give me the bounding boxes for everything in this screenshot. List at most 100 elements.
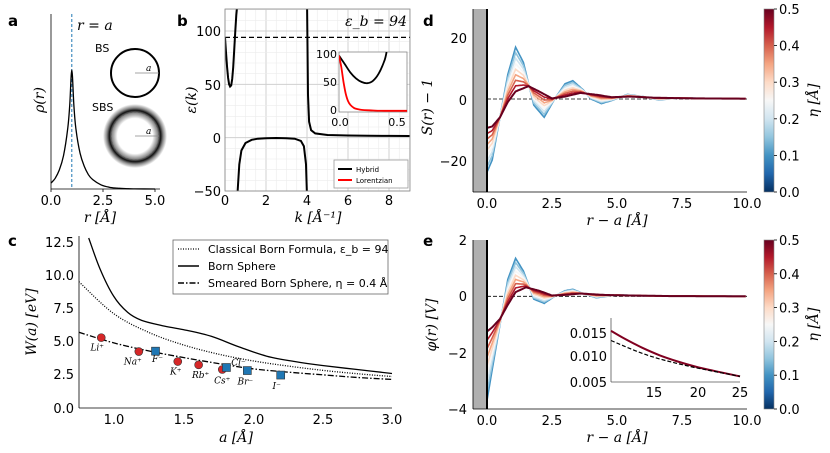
d-x-tick: 10.0 [733,197,762,212]
b-hybrid-line [306,9,410,137]
e-y-tick: 0 [459,290,467,305]
legend-label-born: Born Sphere [208,260,276,273]
legend-label-smeared: Smeared Born Sphere, η = 0.4 Å [208,277,388,290]
b-hline-label: ε_b = 94 [345,14,407,30]
c-point-label: Rb⁺ [191,371,210,381]
c-y-tick: 7.5 [53,302,74,317]
b-inset-lorentzian-line [339,55,407,112]
d-colorbar: 0.0 0.1 0.2 0.3 0.4 0.5 η [Å] [763,3,822,201]
e-y-tick: 2 [459,234,467,249]
c-ylabel: W(a) [eV] [24,288,40,356]
b-inset-hybrid-line [339,52,388,85]
d-x-tick: 5.0 [607,197,628,212]
e-colorbar: 0.0 0.1 0.2 0.3 0.4 0.5 η [Å] [763,234,822,418]
c-y-tick: 0.0 [53,402,74,417]
b-inset-y-tick: 50 [323,76,337,89]
c-x-tick: 2.5 [313,413,334,428]
a-x-tick: 0.0 [41,194,62,209]
legend-label-classical: Classical Born Formula, ε_b = 94 [208,243,389,256]
panel-label-d: d [423,12,434,30]
a-ylabel: ρ(r) [32,87,48,114]
e-plot-curve-eta [486,282,746,350]
e-cbar-tick: 0.5 [779,234,800,249]
c-x-tick: 1.0 [104,413,125,428]
c-point-label: Li⁺ [89,344,104,354]
e-inset-y-tick: 0.005 [570,376,607,391]
b-y-tick: 100 [196,25,221,40]
panel-a: a 0.0 2.5 5.0 r [Å] ρ(r) r = a BS SBS a … [8,12,167,226]
c-point-anion [243,366,252,375]
c-x-tick: 2.0 [244,413,265,428]
e-plot-wall [473,240,487,409]
e-cbar-tick: 0.0 [779,403,800,418]
c-point-label: I⁻ [272,382,282,392]
c-point-anion [151,346,160,356]
e-inset-y-tick: 0.015 [570,327,607,342]
d-cbar-bar [763,8,775,193]
e-plot-curve-eta [486,286,746,333]
d-plot-curve-eta [486,56,746,162]
legend-label-lorentzian: Lorentzian [356,177,393,185]
b-x-tick: 6 [344,194,352,209]
panel-label-e: e [423,232,433,250]
b-y-tick: 50 [204,79,221,94]
d-cbar-tick: 0.4 [779,40,800,55]
c-point-label: Br⁻ [236,378,253,388]
e-cbar-tick: 0.4 [779,268,800,283]
a-density-line [50,69,156,190]
c-x-tick: 1.5 [174,413,195,428]
d-cbar-tick: 0.0 [779,186,800,201]
e-inset-y-tick: 0.010 [570,350,607,365]
d-plot-curve-eta [486,84,746,135]
d-plot-curve-eta [486,79,746,140]
c-y-tick: 10.0 [45,269,74,284]
c-point-cation [194,360,203,370]
panel-label-c: c [8,232,17,250]
e-x-tick: 7.5 [672,414,693,429]
c-point-cation [96,333,106,342]
d-cbar-tick: 0.1 [779,149,800,164]
e-plot-curve-eta [486,274,746,367]
e-inset-x-tick: 20 [690,386,707,401]
d-y-tick: −20 [440,155,467,170]
legend-label-hybrid: Hybrid [356,166,379,174]
c-point-label: Cs⁺ [214,376,231,386]
b-frame [224,8,411,192]
e-cbar-bar [763,239,775,410]
b-legend: Hybrid Lorentzian [333,159,409,189]
d-cbar-tick: 0.2 [779,113,800,128]
b-hybrid-line [236,136,308,191]
e-cbar-label: η [Å] [804,307,822,341]
sbs-radius-label: a [146,127,151,137]
a-annotation: r = a [77,18,113,34]
c-point-anion [222,363,231,372]
c-point-label: F⁻ [151,355,163,365]
d-plot-curve-eta [486,45,746,173]
b-ylabel: ε(k) [184,87,200,114]
c-point-cation [134,347,144,356]
d-xlabel: r − a [Å] [586,211,648,229]
c-point-label: Na⁺ [123,358,142,368]
b-x-tick: 0 [221,194,229,209]
c-x-tick: 3.0 [382,413,403,428]
d-y-tick: 20 [450,32,467,47]
d-plot-curve-eta [486,85,746,129]
b-y-tick: 0 [213,132,221,147]
d-cbar-label: η [Å] [804,83,822,117]
e-inset-classical-line [610,339,741,377]
bs-label: BS [95,42,109,55]
b-inset-x-tick: 0.0 [331,116,349,129]
b-inset-x-tick: 0.5 [388,116,406,129]
sbs-label: SBS [92,101,113,114]
c-point-label: K⁺ [169,368,182,378]
d-x-tick: 7.5 [672,197,693,212]
d-x-tick: 2.5 [542,197,563,212]
b-x-tick: 4 [303,194,311,209]
a-x-tick: 5.0 [145,194,166,209]
b-x-tick: 8 [385,194,393,209]
e-x-tick: 5.0 [607,414,628,429]
c-y-tick: 12.5 [45,236,74,251]
e-inset-x-tick: 25 [732,386,749,401]
d-plot-wall [473,9,487,192]
